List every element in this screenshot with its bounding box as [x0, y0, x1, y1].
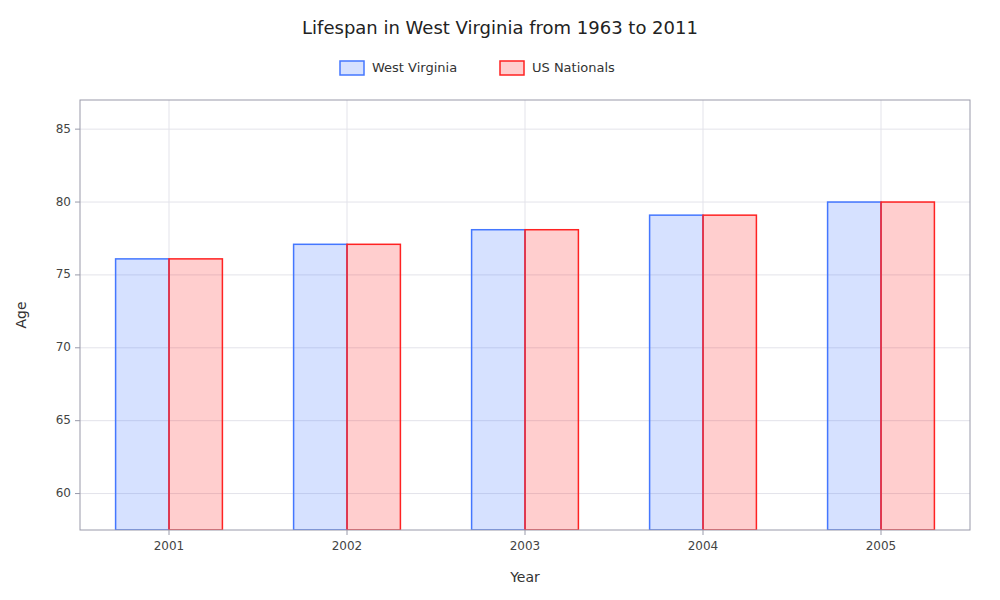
x-tick	[169, 530, 170, 535]
legend: West Virginia US Nationals	[340, 60, 615, 76]
y-tick	[75, 420, 80, 421]
bar	[828, 202, 881, 530]
bars	[116, 202, 935, 530]
chart: 60 65 70 75 80 85 2001 2002 2003 2004 2005 Year Age L…	[0, 0, 1000, 600]
y-tick-label: 85	[56, 122, 71, 136]
x-tick-label: 2003	[510, 539, 541, 553]
y-tick-label: 65	[56, 413, 71, 427]
chart-container: 60 65 70 75 80 85 2001 2002 2003 2004 2005 Year Age L…	[0, 0, 1000, 600]
y-tick	[75, 493, 80, 494]
x-tick-label: 2001	[154, 539, 185, 553]
plot-frame	[80, 100, 970, 530]
bar	[169, 259, 222, 530]
legend-label: West Virginia	[372, 60, 457, 75]
legend-swatch	[340, 61, 364, 75]
bar	[347, 244, 400, 530]
bar	[650, 215, 703, 530]
bar	[703, 215, 756, 530]
bar	[881, 202, 934, 530]
y-tick-label: 80	[56, 195, 71, 209]
y-axis-label: Age	[13, 301, 29, 328]
y-tick	[75, 274, 80, 275]
bar	[525, 230, 578, 530]
bar	[472, 230, 525, 530]
x-axis: 2001 2002 2003 2004 2005	[154, 530, 897, 553]
y-axis: 60 65 70 75 80 85	[56, 122, 80, 500]
legend-swatch	[500, 61, 524, 75]
y-tick-label: 70	[56, 340, 71, 354]
bar	[116, 259, 169, 530]
x-axis-label: Year	[509, 569, 540, 585]
x-tick-label: 2005	[866, 539, 897, 553]
x-tick	[525, 530, 526, 535]
y-tick	[75, 129, 80, 130]
title: Lifespan in West Virginia from 1963 to 2…	[302, 17, 698, 38]
x-tick	[881, 530, 882, 535]
x-tick-label: 2004	[688, 539, 719, 553]
legend-label: US Nationals	[532, 60, 615, 75]
x-tick-label: 2002	[332, 539, 363, 553]
y-tick-label: 75	[56, 267, 71, 281]
grid	[80, 100, 970, 530]
y-tick-label: 60	[56, 486, 71, 500]
x-tick	[703, 530, 704, 535]
bar	[294, 244, 347, 530]
y-tick	[75, 202, 80, 203]
x-tick	[347, 530, 348, 535]
y-tick	[75, 347, 80, 348]
